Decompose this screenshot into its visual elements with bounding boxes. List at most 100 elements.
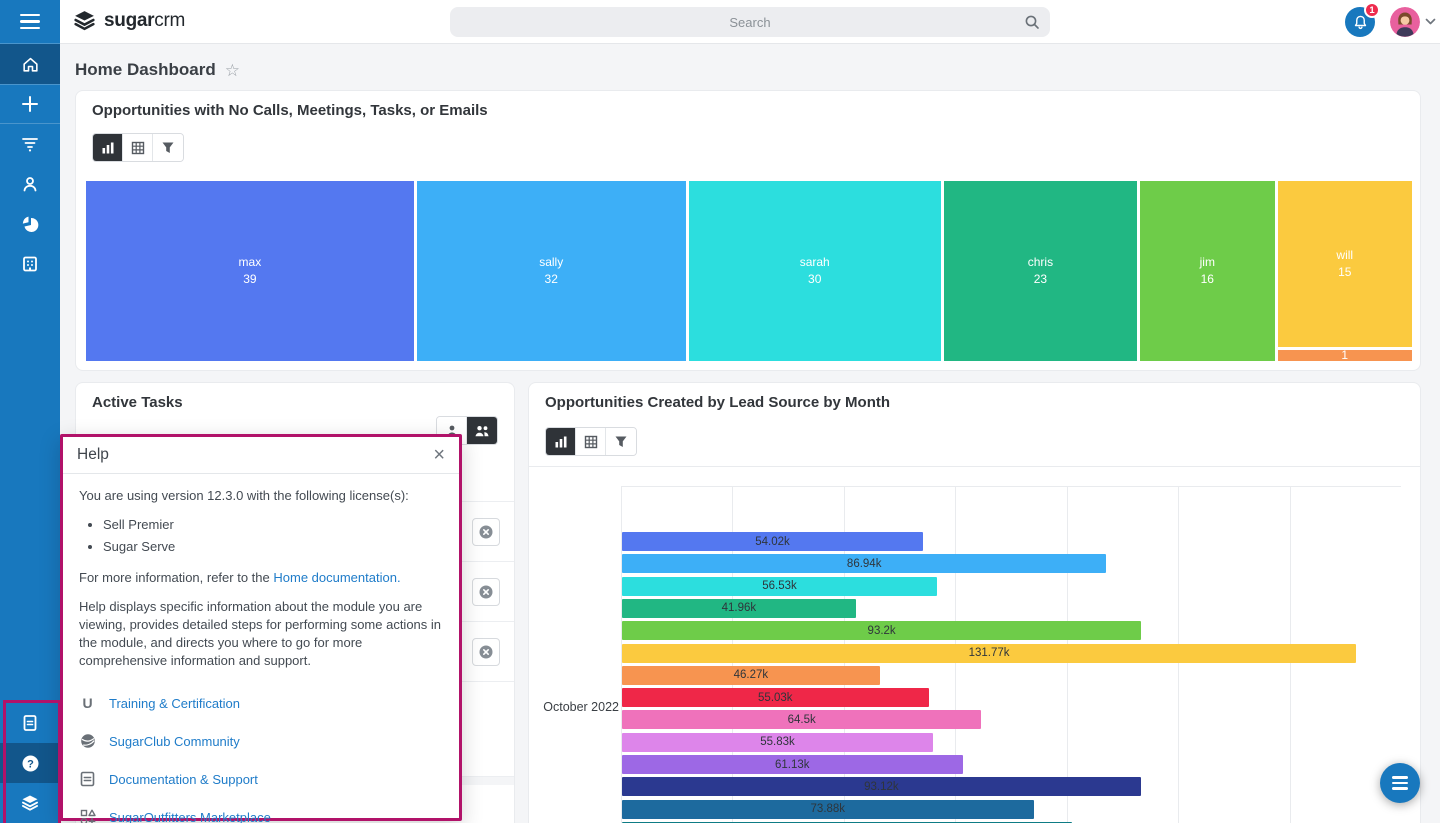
brand-text: sugarcrm — [104, 9, 186, 31]
panel-title: Opportunities with No Calls, Meetings, T… — [92, 102, 488, 119]
floating-menu-button[interactable] — [1380, 763, 1420, 803]
help-description: Help displays specific information about… — [79, 599, 442, 668]
panel-title: Opportunities Created by Lead Source by … — [545, 394, 891, 411]
bar-segment[interactable]: 55.83k — [622, 732, 934, 752]
bar-segment[interactable]: 41.96k — [622, 598, 856, 618]
layers-icon — [22, 795, 38, 811]
divider — [529, 466, 1420, 467]
favorite-star-icon[interactable]: ☆ — [224, 60, 240, 80]
treemap-block[interactable]: will 15 — [1277, 181, 1412, 347]
topbar: sugarcrm 1 — [60, 0, 1440, 44]
people-icon — [475, 425, 489, 436]
help-version-text: You are using version 12.3.0 with the fo… — [79, 488, 409, 503]
treemap-block[interactable]: jim 16 — [1140, 181, 1275, 361]
bar-chart-icon — [555, 436, 566, 447]
bar-value-label: 55.03k — [758, 691, 793, 704]
treemap-block[interactable]: max 39 — [86, 181, 414, 361]
sidebar-item-documents[interactable] — [0, 703, 60, 743]
sidebar: ? — [0, 0, 60, 823]
sidebar-item-home[interactable] — [0, 44, 60, 84]
sidebar-item-focus-drawer[interactable] — [0, 124, 60, 164]
tasks-view-toggle — [436, 416, 498, 445]
sidebar-item-contacts[interactable] — [0, 164, 60, 204]
help-popup-title: Help — [77, 446, 109, 463]
bar-value-label: 61.13k — [775, 758, 810, 771]
bar-segment[interactable]: 55.03k — [622, 688, 929, 708]
question-icon: ? — [22, 755, 38, 771]
bar-segment[interactable]: 54.02k — [622, 532, 923, 551]
circle-x-icon — [479, 525, 493, 538]
table-view-button[interactable] — [576, 428, 606, 455]
sidebar-item-reports[interactable] — [0, 204, 60, 244]
treemap-block[interactable]: sarah 30 — [688, 181, 941, 361]
sugarclub-community-link[interactable]: SugarClub Community — [79, 729, 443, 753]
bar-value-label: 41.96k — [721, 602, 757, 615]
home-documentation-link[interactable]: Home documentation. — [273, 570, 401, 585]
help-links: U Training & Certification SugarClub Com… — [79, 691, 443, 823]
training-certification-link[interactable]: U Training & Certification — [79, 691, 443, 715]
all-tasks-button[interactable] — [467, 417, 497, 444]
hamburger-icon — [1392, 776, 1408, 779]
page-title: Home Dashboard — [75, 60, 216, 79]
treemap-block[interactable]: 1 — [1277, 349, 1412, 361]
filter-button[interactable] — [606, 428, 636, 455]
home-icon — [22, 57, 38, 72]
bar-value-label: 93.12k — [864, 780, 899, 793]
hamburger-icon — [20, 10, 40, 33]
bar-segment[interactable]: 56.53k — [622, 576, 937, 596]
bar-segment[interactable]: 93.12k — [622, 777, 1141, 797]
panel-opportunities-no-activity: Opportunities with No Calls, Meetings, T… — [75, 90, 1421, 371]
bar-segment[interactable]: 64.5k — [622, 710, 982, 730]
svg-text:?: ? — [27, 758, 34, 770]
person-icon — [23, 177, 37, 192]
bar-segment[interactable]: 46.27k — [622, 665, 880, 685]
bar-value-label: 64.5k — [787, 713, 816, 726]
plus-icon — [22, 96, 38, 112]
building-icon — [23, 256, 37, 272]
panel-lead-source: Opportunities Created by Lead Source by … — [528, 382, 1421, 823]
sidebar-item-create[interactable] — [0, 84, 60, 124]
user-avatar[interactable] — [1390, 7, 1420, 37]
treemap-chart: max 39 sally 32 sarah 30 chris 23 jim 16 will 15 1 — [86, 181, 1412, 361]
focus-drawer-icon — [22, 138, 38, 152]
dismiss-task-button[interactable] — [472, 517, 500, 546]
treemap-block[interactable]: chris 23 — [943, 181, 1138, 361]
marketplace-icon — [79, 809, 96, 823]
bar-chart-icon — [102, 142, 113, 153]
chart-toolbar — [545, 427, 637, 456]
profile-chevron-down-icon[interactable] — [1424, 15, 1437, 28]
sidebar-menu-button[interactable] — [0, 0, 60, 44]
notification-badge: 1 — [1364, 2, 1380, 18]
bar-segment[interactable]: 131.77k — [622, 643, 1357, 663]
table-icon — [584, 435, 597, 448]
close-icon[interactable]: × — [433, 444, 445, 466]
bar-segment[interactable]: 93.2k — [622, 621, 1142, 641]
documentation-support-link[interactable]: Documentation & Support — [79, 767, 443, 791]
sidebar-item-accounts[interactable] — [0, 244, 60, 284]
chart-view-button[interactable] — [93, 134, 123, 161]
bar-value-label: 56.53k — [762, 580, 797, 593]
bar-value-label: 54.02k — [755, 535, 790, 548]
table-icon — [131, 141, 144, 154]
sugarcrm-logo[interactable]: sugarcrm — [72, 8, 185, 33]
treemap-block[interactable]: sally 32 — [416, 181, 686, 361]
table-view-button[interactable] — [123, 134, 153, 161]
search-input[interactable] — [450, 7, 1050, 37]
bar-segment[interactable]: 73.88k — [622, 799, 1034, 819]
license-item: Sugar Serve — [103, 536, 443, 558]
panel-title: Active Tasks — [92, 394, 183, 411]
bar-segment[interactable] — [622, 821, 1073, 823]
sugaroutfitters-marketplace-link[interactable]: SugarOutfitters Marketplace — [79, 805, 443, 823]
bar-segment[interactable]: 86.94k — [622, 554, 1107, 574]
chart-view-button[interactable] — [546, 428, 576, 455]
bar-value-label: 86.94k — [846, 557, 882, 570]
sidebar-item-help[interactable]: ? — [0, 743, 60, 783]
dismiss-task-button[interactable] — [472, 577, 500, 606]
dismiss-task-button[interactable] — [472, 637, 500, 666]
bar-value-label: 73.88k — [810, 803, 846, 816]
sidebar-item-modules[interactable] — [0, 783, 60, 823]
page-header: Home Dashboard ☆ — [75, 60, 240, 80]
filter-button[interactable] — [153, 134, 183, 161]
bar-segment[interactable]: 61.13k — [622, 755, 963, 774]
